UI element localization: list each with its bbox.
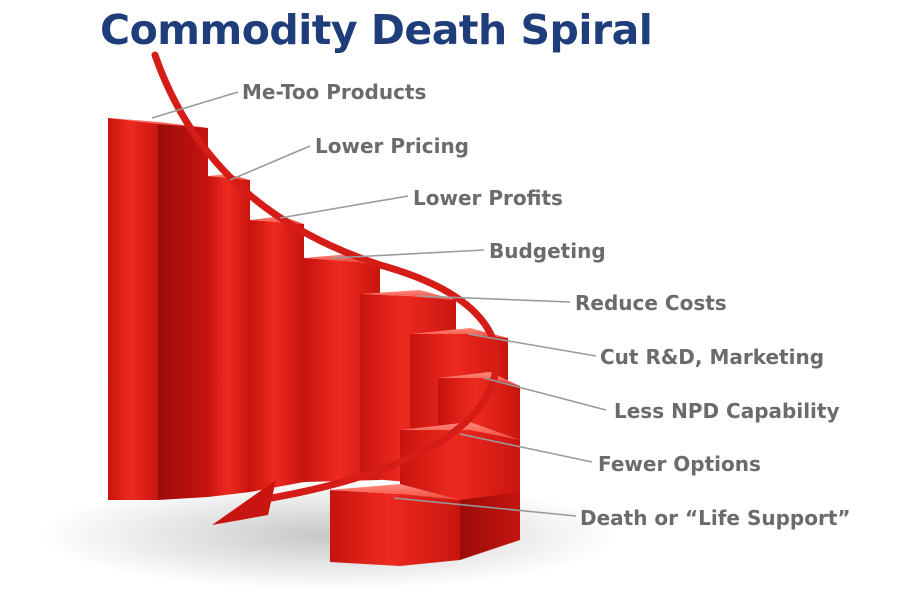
leader-line-1 bbox=[151, 91, 239, 119]
leader-line-7 bbox=[483, 377, 607, 411]
leader-line-4 bbox=[331, 249, 485, 259]
spiral-arrowhead-icon bbox=[212, 480, 276, 525]
leader-line-2 bbox=[229, 145, 311, 181]
bar-1 bbox=[108, 118, 208, 500]
leader-line-8 bbox=[459, 433, 593, 463]
stage-label-3: Lower Profits bbox=[413, 186, 563, 210]
stage-label-1: Me-Too Products bbox=[242, 80, 426, 104]
spiral-arrow bbox=[151, 51, 501, 504]
stage-label-9: Death or “Life Support” bbox=[580, 506, 851, 530]
leader-line-5 bbox=[417, 295, 571, 303]
leader-line-9 bbox=[393, 497, 577, 517]
bar-2 bbox=[208, 174, 250, 497]
bar-3 bbox=[250, 216, 304, 492]
stage-label-6: Cut R&D, Marketing bbox=[600, 345, 824, 369]
stage-label-7: Less NPD Capability bbox=[614, 399, 840, 423]
bar-9 bbox=[330, 484, 520, 566]
stage-label-8: Fewer Options bbox=[598, 452, 761, 476]
stage-label-2: Lower Pricing bbox=[315, 134, 469, 158]
leader-line-3 bbox=[279, 195, 409, 219]
diagram-title: Commodity Death Spiral bbox=[100, 6, 653, 54]
leader-line-6 bbox=[467, 333, 597, 357]
stage-label-5: Reduce Costs bbox=[575, 291, 727, 315]
stage-label-4: Budgeting bbox=[489, 239, 606, 263]
